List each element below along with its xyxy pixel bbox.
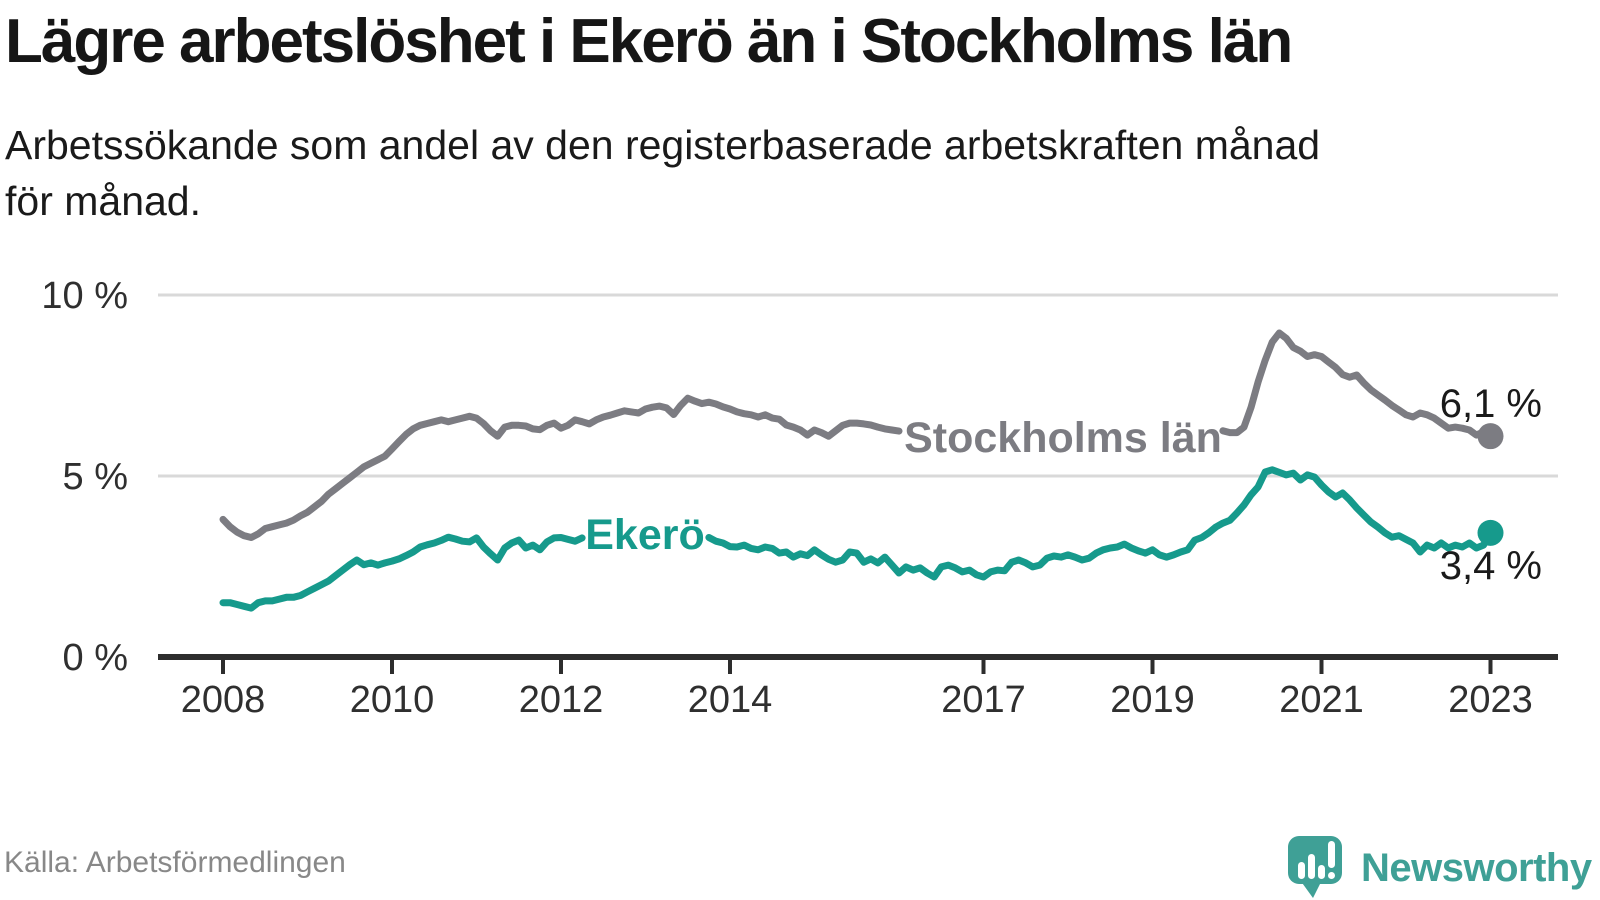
gridlines: 0 % 5 % 10 % (41, 275, 1558, 679)
series-line-stockholms-lan (219, 329, 1494, 541)
chart-subtitle-line2: för månad. (5, 177, 201, 224)
y-tick-label: 5 % (63, 456, 128, 498)
x-tick-label: 2014 (688, 679, 773, 721)
x-tick-label: 2008 (181, 679, 266, 721)
x-tick-label: 2021 (1279, 679, 1364, 721)
chart-title: Lägre arbetslöshet i Ekerö än i Stockhol… (5, 7, 1293, 76)
y-tick-label: 10 % (41, 275, 128, 317)
source-note: Källa: Arbetsförmedlingen (4, 846, 346, 879)
series-label-ekero: Ekerö (585, 511, 705, 559)
series-end-dot-ekero (1477, 519, 1504, 546)
chart-subtitle: Arbetssökande som andel av den registerb… (5, 118, 1565, 230)
newsworthy-logo-text: Newsworthy (1361, 845, 1592, 890)
series-label-stockholms-lan: Stockholms län (904, 414, 1222, 462)
x-tick-label: 2010 (350, 679, 435, 721)
newsworthy-logo: Newsworthy (1288, 836, 1592, 900)
x-tick-label: 2017 (941, 679, 1026, 721)
newsworthy-bubble-chart-icon (1288, 836, 1342, 898)
x-tick-label: 2012 (519, 679, 604, 721)
chart-labels: Stockholms län Ekerö 6,1 % 3,4 % (585, 382, 1542, 588)
x-tick-label: 2019 (1110, 679, 1195, 721)
x-axis: 2008 2010 2012 2014 2017 2019 2021 2023 (158, 654, 1558, 721)
series-lines (219, 329, 1504, 612)
chart-subtitle-line1: Arbetssökande som andel av den registerb… (5, 122, 1321, 168)
end-value-label-stockholms-lan: 6,1 % (1440, 382, 1542, 426)
series-end-dot-stockholms-lan (1477, 423, 1504, 450)
series-line-ekero (219, 466, 1494, 612)
end-value-label-ekero: 3,4 % (1440, 544, 1542, 588)
x-tick-label: 2023 (1448, 679, 1533, 721)
y-tick-label: 0 % (63, 637, 128, 679)
